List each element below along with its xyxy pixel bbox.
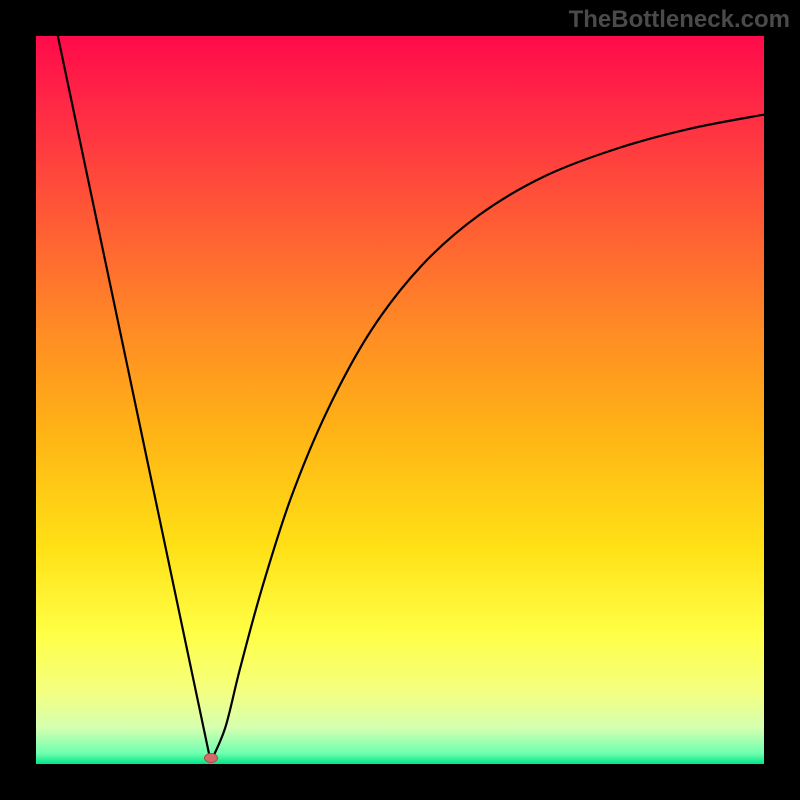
- gradient-background: [36, 36, 764, 764]
- optimum-marker: [204, 753, 218, 763]
- plot-area: [36, 36, 764, 764]
- chart-container: TheBottleneck.com: [0, 0, 800, 800]
- watermark-text: TheBottleneck.com: [569, 6, 790, 34]
